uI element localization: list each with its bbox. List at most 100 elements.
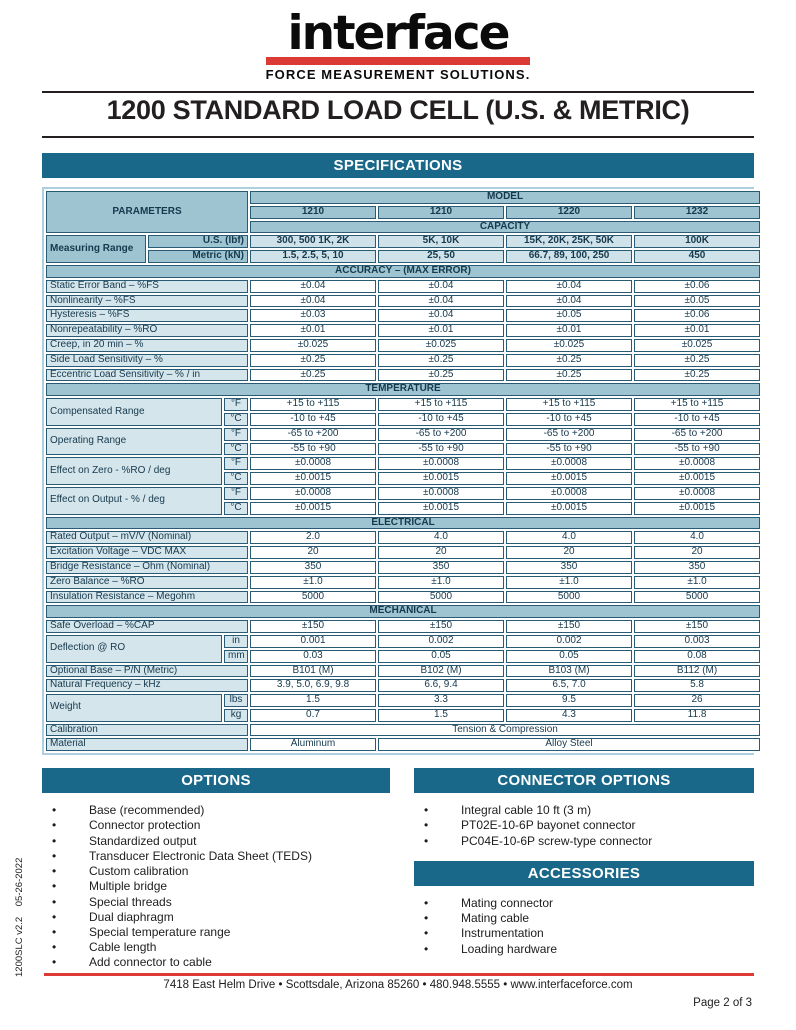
spec-cell: ±0.25 (250, 353, 376, 367)
spec-table-row: °C -10 to +45 -10 to +45 -10 to +45 -10 to +… (46, 412, 761, 426)
spec-cell: 350 (506, 560, 632, 574)
spec-cell: ±0.06 (634, 279, 761, 293)
list-item: Transducer Electronic Data Sheet (TEDS) (42, 849, 390, 864)
spec-cell: 0.03 (250, 649, 376, 663)
spec-cell: 1210 (378, 205, 504, 219)
spec-cell: ±0.01 (506, 324, 632, 337)
spec-cell: ±0.05 (506, 309, 632, 323)
spec-cell: ±150 (506, 620, 632, 633)
spec-cell: 300, 500 1K, 2K (250, 235, 376, 249)
spec-cell: ±0.04 (250, 279, 376, 293)
spec-cell: ±0.25 (506, 353, 632, 367)
spec-cell: 1.5 (378, 708, 504, 722)
spec-cell: ±0.25 (506, 368, 632, 382)
spec-cell: 0.08 (634, 649, 761, 663)
spec-table-row: Eccentric Load Sensitivity – % / in ±0.25… (46, 368, 761, 382)
options-banner: OPTIONS (42, 768, 390, 794)
spec-cell: ±0.0015 (634, 472, 761, 485)
spec-cell: Natural Frequency – kHz (46, 679, 248, 693)
spec-cell: MODEL (250, 191, 761, 204)
spec-table-wrap: PARAMETERS MODEL 1210 1210 1220 1232 CAPACITY M… (42, 187, 763, 756)
list-item: Integral cable 10 ft (3 m) (414, 803, 754, 818)
spec-table-row: Static Error Band – %FS ±0.04 ±0.04 ±0.04 ±0… (46, 279, 761, 293)
spec-cell: 15K, 20K, 25K, 50K (506, 235, 632, 249)
spec-table-row: Insulation Resistance – Megohm 5000 5000 50… (46, 590, 761, 604)
spec-cell: 5000 (634, 590, 761, 604)
spec-cell: -55 to +90 (250, 442, 376, 456)
spec-table-row: Rated Output – mV/V (Nominal) 2.0 4.0 4.0 4.… (46, 531, 761, 545)
spec-cell: ±0.01 (634, 324, 761, 337)
spec-cell: ±0.025 (250, 338, 376, 352)
spec-cell: Side Load Sensitivity – % (46, 353, 248, 367)
spec-cell: 350 (634, 560, 761, 574)
spec-cell: 6.6, 9.4 (378, 679, 504, 693)
spec-cell: 0.003 (634, 634, 761, 648)
spec-cell: 5000 (378, 590, 504, 604)
spec-cell: Alloy Steel (378, 738, 761, 752)
accessories-banner: ACCESSORIES (414, 860, 754, 886)
spec-cell: mm (224, 649, 248, 663)
spec-table-row: Side Load Sensitivity – % ±0.25 ±0.25 ±0.25… (46, 353, 761, 367)
spec-cell: Nonrepeatability – %RO (46, 324, 248, 337)
spec-cell: ±0.0008 (634, 457, 761, 471)
spec-cell: Calibration (46, 723, 248, 737)
spec-cell: Deflection @ RO (46, 634, 222, 663)
spec-cell: MECHANICAL (46, 605, 761, 619)
title-rule-bottom (42, 136, 754, 138)
spec-cell: Measuring Range (46, 235, 146, 263)
list-item: Cable length (42, 940, 390, 955)
options-list: Base (recommended)Connector protectionSt… (42, 803, 390, 970)
spec-cell: ±0.0008 (378, 486, 504, 500)
footer-address: 7418 East Helm Drive • Scottsdale, Arizo… (163, 979, 633, 991)
spec-cell: B102 (M) (378, 664, 504, 678)
spec-cell: °F (224, 427, 248, 441)
spec-cell: ±0.25 (250, 368, 376, 382)
spec-cell: 1210 (250, 205, 376, 219)
spec-cell: Eccentric Load Sensitivity – % / in (46, 368, 248, 382)
spec-cell: PARAMETERS (46, 191, 248, 234)
spec-cell: ±0.0008 (378, 457, 504, 471)
connector-options-list: Integral cable 10 ft (3 m)PT02E-10-6P ba… (414, 803, 754, 849)
spec-cell: ±0.0015 (506, 501, 632, 515)
spec-cell: B101 (M) (250, 664, 376, 678)
spec-cell: Insulation Resistance – Megohm (46, 590, 248, 604)
spec-table-row: ACCURACY – (MAX ERROR) (46, 264, 761, 278)
spec-table-row: CAPACITY (46, 220, 761, 234)
spec-cell: 20 (634, 546, 761, 559)
spec-table-row: Safe Overload – %CAP ±150 ±150 ±150 ±150 (46, 620, 761, 633)
list-item: Multiple bridge (42, 879, 390, 894)
spec-table-row: °C ±0.0015 ±0.0015 ±0.0015 ±0.0015 (46, 501, 761, 515)
spec-cell: ±0.06 (634, 309, 761, 323)
spec-cell: -65 to +200 (378, 427, 504, 441)
spec-cell: 0.001 (250, 634, 376, 648)
spec-cell: -55 to +90 (634, 442, 761, 456)
list-item: Loading hardware (414, 942, 754, 957)
spec-cell: ±0.025 (506, 338, 632, 352)
spec-cell: Compensated Range (46, 398, 222, 426)
spec-cell: 20 (506, 546, 632, 559)
spec-table-row: Nonrepeatability – %RO ±0.01 ±0.01 ±0.01 ±0.… (46, 324, 761, 337)
list-item: Special threads (42, 895, 390, 910)
spec-cell: ±1.0 (634, 575, 761, 589)
spec-cell: 66.7, 89, 100, 250 (506, 250, 632, 263)
spec-table-row: °C ±0.0015 ±0.0015 ±0.0015 ±0.0015 (46, 472, 761, 485)
spec-table-row: Compensated Range °F +15 to +115 +15 to +11… (46, 398, 761, 426)
spec-cell: ±0.0008 (506, 486, 632, 500)
spec-table-row: Hysteresis – %FS ±0.03 ±0.04 ±0.05 ±0.06 (46, 309, 761, 323)
spec-cell: 100K (634, 235, 761, 249)
spec-cell: Rated Output – mV/V (Nominal) (46, 531, 248, 545)
spec-cell: ±0.03 (250, 309, 376, 323)
interface-logo: interface FORCE MEASUREMENT SOLUTIONS. (265, 10, 531, 82)
spec-table-row: mm 0.03 0.05 0.05 0.08 (46, 649, 761, 663)
spec-cell: -65 to +200 (250, 427, 376, 441)
spec-cell: ±0.04 (506, 279, 632, 293)
spec-cell: ±0.0015 (250, 501, 376, 515)
list-item: Add connector to cable (42, 955, 390, 970)
spec-cell: Hysteresis – %FS (46, 309, 248, 323)
spec-table-row: °C -55 to +90 -55 to +90 -55 to +90 -55 to +… (46, 442, 761, 456)
spec-cell: Material (46, 738, 248, 752)
spec-cell: ±0.01 (250, 324, 376, 337)
spec-table-row: Metric (kN) 1.5, 2.5, 5, 10 25, 50 66.7, 89… (46, 250, 761, 263)
spec-cell: 450 (634, 250, 761, 263)
list-item: Custom calibration (42, 864, 390, 879)
